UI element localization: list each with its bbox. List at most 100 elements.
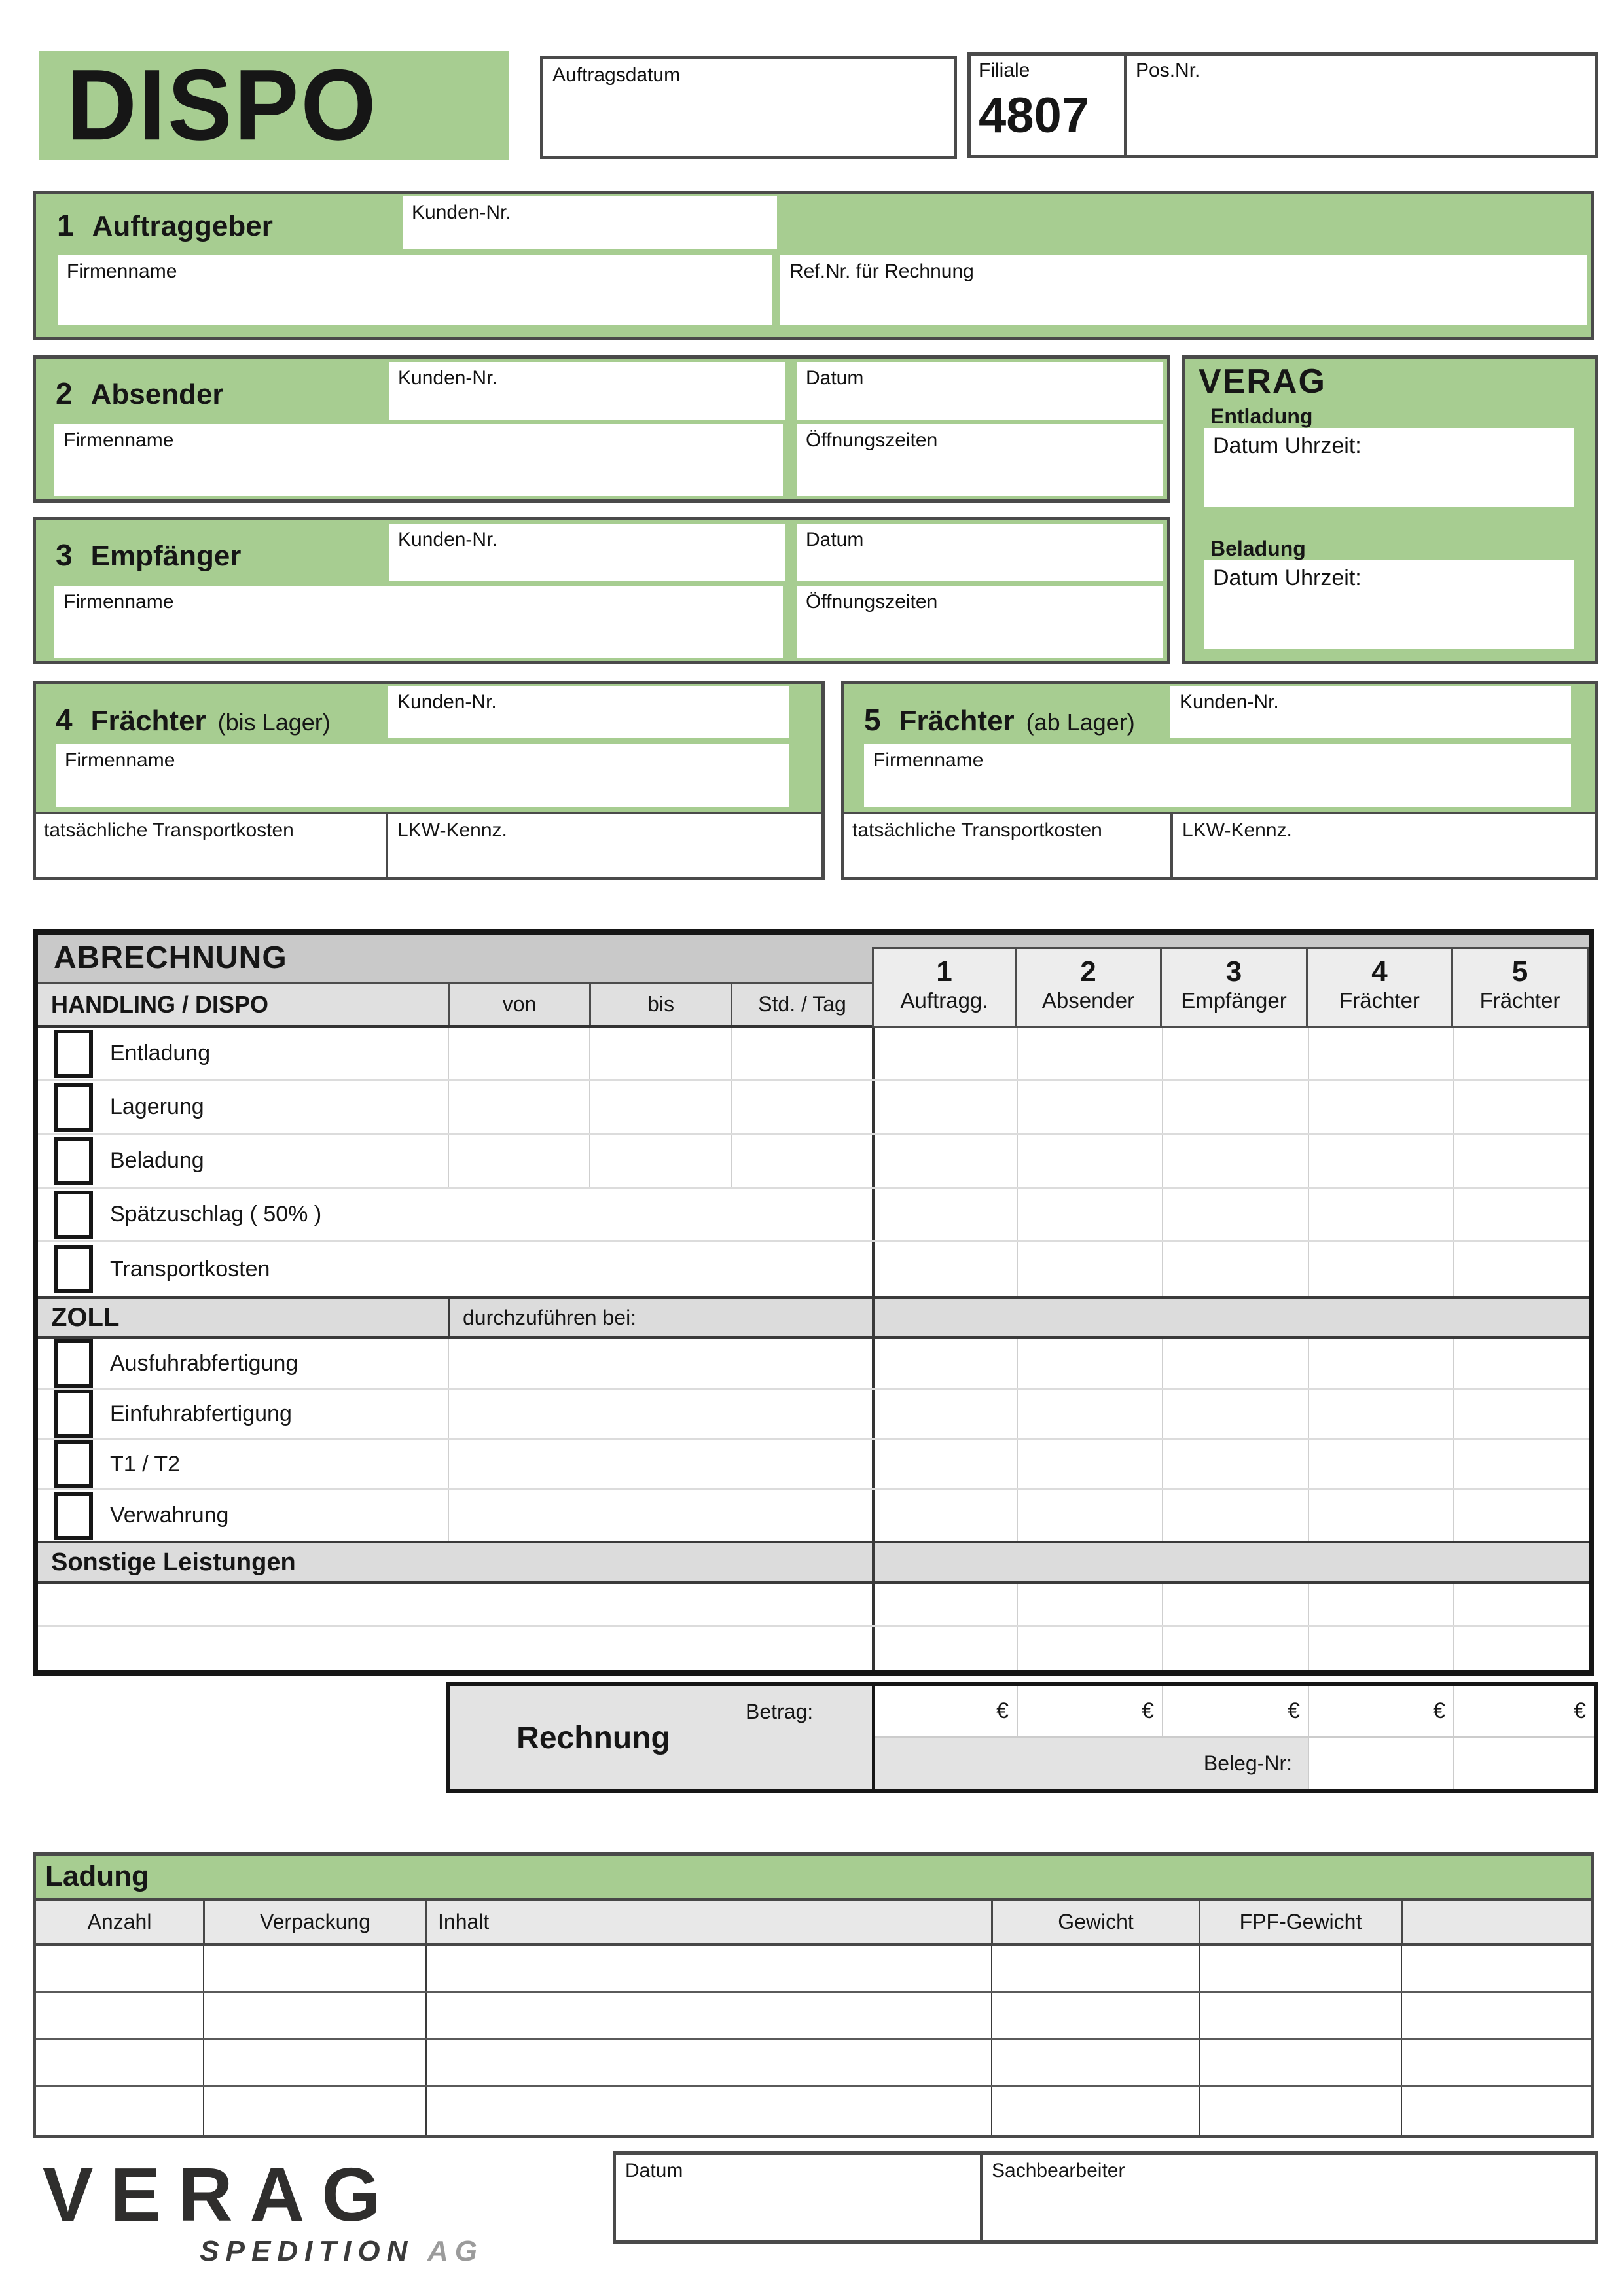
- betrag-cell-absender[interactable]: €: [1017, 1686, 1162, 1738]
- checkbox-spaetzuschlag[interactable]: [54, 1190, 93, 1239]
- empfaenger-firmenname-field[interactable]: Firmenname: [54, 586, 783, 658]
- std-cell[interactable]: [731, 1081, 872, 1133]
- amount-cell[interactable]: [1308, 1339, 1453, 1388]
- amount-cell[interactable]: [1017, 1242, 1162, 1296]
- fraechter-ab-firmenname-field[interactable]: Firmenname: [864, 744, 1571, 807]
- amount-cell[interactable]: [1162, 1627, 1308, 1670]
- ladung-cell[interactable]: [203, 2087, 425, 2135]
- amount-cell[interactable]: [1017, 1189, 1162, 1240]
- amount-cell[interactable]: [1017, 1390, 1162, 1438]
- amount-cell[interactable]: [1017, 1584, 1162, 1625]
- bis-cell[interactable]: [589, 1081, 731, 1133]
- amount-cell[interactable]: [1162, 1339, 1308, 1388]
- amount-cell[interactable]: [872, 1440, 1017, 1488]
- amount-cell[interactable]: [1308, 1135, 1453, 1187]
- ladung-cell[interactable]: [1199, 2087, 1401, 2135]
- amount-cell[interactable]: [1308, 1189, 1453, 1240]
- amount-cell[interactable]: [1162, 1390, 1308, 1438]
- amount-cell[interactable]: [1453, 1339, 1589, 1388]
- amount-cell[interactable]: [1453, 1135, 1589, 1187]
- amount-cell[interactable]: [872, 1135, 1017, 1187]
- checkbox-verwahrung[interactable]: [54, 1491, 93, 1540]
- amount-cell[interactable]: [1453, 1490, 1589, 1541]
- ladung-cell[interactable]: [203, 2040, 425, 2085]
- amount-cell[interactable]: [1162, 1135, 1308, 1187]
- ladung-cell[interactable]: [991, 1946, 1199, 1991]
- ladung-cell[interactable]: [1199, 1993, 1401, 2038]
- checkbox-transportkosten[interactable]: [54, 1245, 93, 1293]
- ladung-cell[interactable]: [991, 2040, 1199, 2085]
- von-cell[interactable]: [448, 1081, 589, 1133]
- absender-kundennr-field[interactable]: Kunden-Nr.: [389, 362, 785, 420]
- amount-cell[interactable]: [1017, 1490, 1162, 1541]
- amount-cell[interactable]: [1308, 1440, 1453, 1488]
- amount-cell[interactable]: [872, 1028, 1017, 1079]
- entladung-datum-uhrzeit-field[interactable]: Datum Uhrzeit:: [1204, 428, 1574, 507]
- ladung-cell[interactable]: [36, 2040, 203, 2085]
- amount-cell[interactable]: [872, 1390, 1017, 1438]
- bis-cell[interactable]: [589, 1028, 731, 1079]
- ladung-cell[interactable]: [991, 2087, 1199, 2135]
- amount-cell[interactable]: [1453, 1189, 1589, 1240]
- amount-cell[interactable]: [1162, 1584, 1308, 1625]
- ladung-cell[interactable]: [36, 1946, 203, 1991]
- auftragsdatum-field[interactable]: Auftragsdatum: [540, 56, 957, 159]
- footer-sachbearbeiter-field[interactable]: Sachbearbeiter: [983, 2155, 1595, 2240]
- std-cell[interactable]: [731, 1028, 872, 1079]
- zoll-bei-cell[interactable]: [448, 1490, 872, 1541]
- ladung-cell[interactable]: [1199, 1946, 1401, 1991]
- betrag-cell-auftraggeber[interactable]: €: [872, 1686, 1017, 1738]
- ladung-cell[interactable]: [1401, 2040, 1591, 2085]
- amount-cell[interactable]: [1453, 1081, 1589, 1133]
- ladung-cell[interactable]: [36, 2087, 203, 2135]
- amount-cell[interactable]: [1162, 1081, 1308, 1133]
- ladung-cell[interactable]: [203, 1946, 425, 1991]
- empfaenger-kundennr-field[interactable]: Kunden-Nr.: [389, 524, 785, 581]
- amount-cell[interactable]: [1162, 1028, 1308, 1079]
- von-cell[interactable]: [448, 1028, 589, 1079]
- amount-cell[interactable]: [1308, 1627, 1453, 1670]
- fraechter-bis-lkw-field[interactable]: LKW-Kennz.: [388, 814, 821, 877]
- std-cell[interactable]: [731, 1135, 872, 1187]
- ladung-cell[interactable]: [36, 1993, 203, 2038]
- amount-cell[interactable]: [1308, 1081, 1453, 1133]
- amount-cell[interactable]: [1453, 1440, 1589, 1488]
- amount-cell[interactable]: [1308, 1490, 1453, 1541]
- amount-cell[interactable]: [1308, 1028, 1453, 1079]
- ladung-cell[interactable]: [425, 1993, 991, 2038]
- bis-cell[interactable]: [589, 1135, 731, 1187]
- auftraggeber-kundennr-field[interactable]: Kunden-Nr.: [403, 196, 777, 249]
- auftraggeber-firmenname-field[interactable]: Firmenname: [58, 255, 772, 325]
- empfaenger-oeffnungszeiten-field[interactable]: Öffnungszeiten: [797, 586, 1163, 658]
- amount-cell[interactable]: [1308, 1242, 1453, 1296]
- amount-cell[interactable]: [872, 1081, 1017, 1133]
- posnr-field[interactable]: Pos.Nr.: [1127, 56, 1595, 155]
- empfaenger-datum-field[interactable]: Datum: [797, 524, 1163, 581]
- beleg-cell-fraechter4[interactable]: [1308, 1738, 1453, 1789]
- betrag-cell-empfaenger[interactable]: €: [1162, 1686, 1308, 1738]
- amount-cell[interactable]: [1162, 1440, 1308, 1488]
- fraechter-ab-kosten-field[interactable]: tatsächliche Transportkosten: [844, 814, 1173, 877]
- zoll-bei-cell[interactable]: [448, 1339, 872, 1388]
- amount-cell[interactable]: [872, 1339, 1017, 1388]
- zoll-bei-cell[interactable]: [448, 1390, 872, 1438]
- amount-cell[interactable]: [1017, 1028, 1162, 1079]
- amount-cell[interactable]: [872, 1584, 1017, 1625]
- footer-datum-field[interactable]: Datum: [616, 2155, 983, 2240]
- checkbox-einfuhrabfertigung[interactable]: [54, 1390, 93, 1438]
- absender-oeffnungszeiten-field[interactable]: Öffnungszeiten: [797, 424, 1163, 496]
- ladung-cell[interactable]: [203, 1993, 425, 2038]
- ladung-cell[interactable]: [425, 1946, 991, 1991]
- checkbox-t1-t2[interactable]: [54, 1440, 93, 1488]
- amount-cell[interactable]: [872, 1242, 1017, 1296]
- ladung-cell[interactable]: [1401, 2087, 1591, 2135]
- checkbox-ausfuhrabfertigung[interactable]: [54, 1339, 93, 1388]
- ladung-cell[interactable]: [1199, 2040, 1401, 2085]
- amount-cell[interactable]: [1453, 1242, 1589, 1296]
- amount-cell[interactable]: [1017, 1339, 1162, 1388]
- betrag-cell-fraechter5[interactable]: €: [1453, 1686, 1594, 1738]
- amount-cell[interactable]: [1017, 1135, 1162, 1187]
- checkbox-beladung[interactable]: [54, 1136, 93, 1185]
- von-cell[interactable]: [448, 1135, 589, 1187]
- auftraggeber-refnr-field[interactable]: Ref.Nr. für Rechnung: [780, 255, 1587, 325]
